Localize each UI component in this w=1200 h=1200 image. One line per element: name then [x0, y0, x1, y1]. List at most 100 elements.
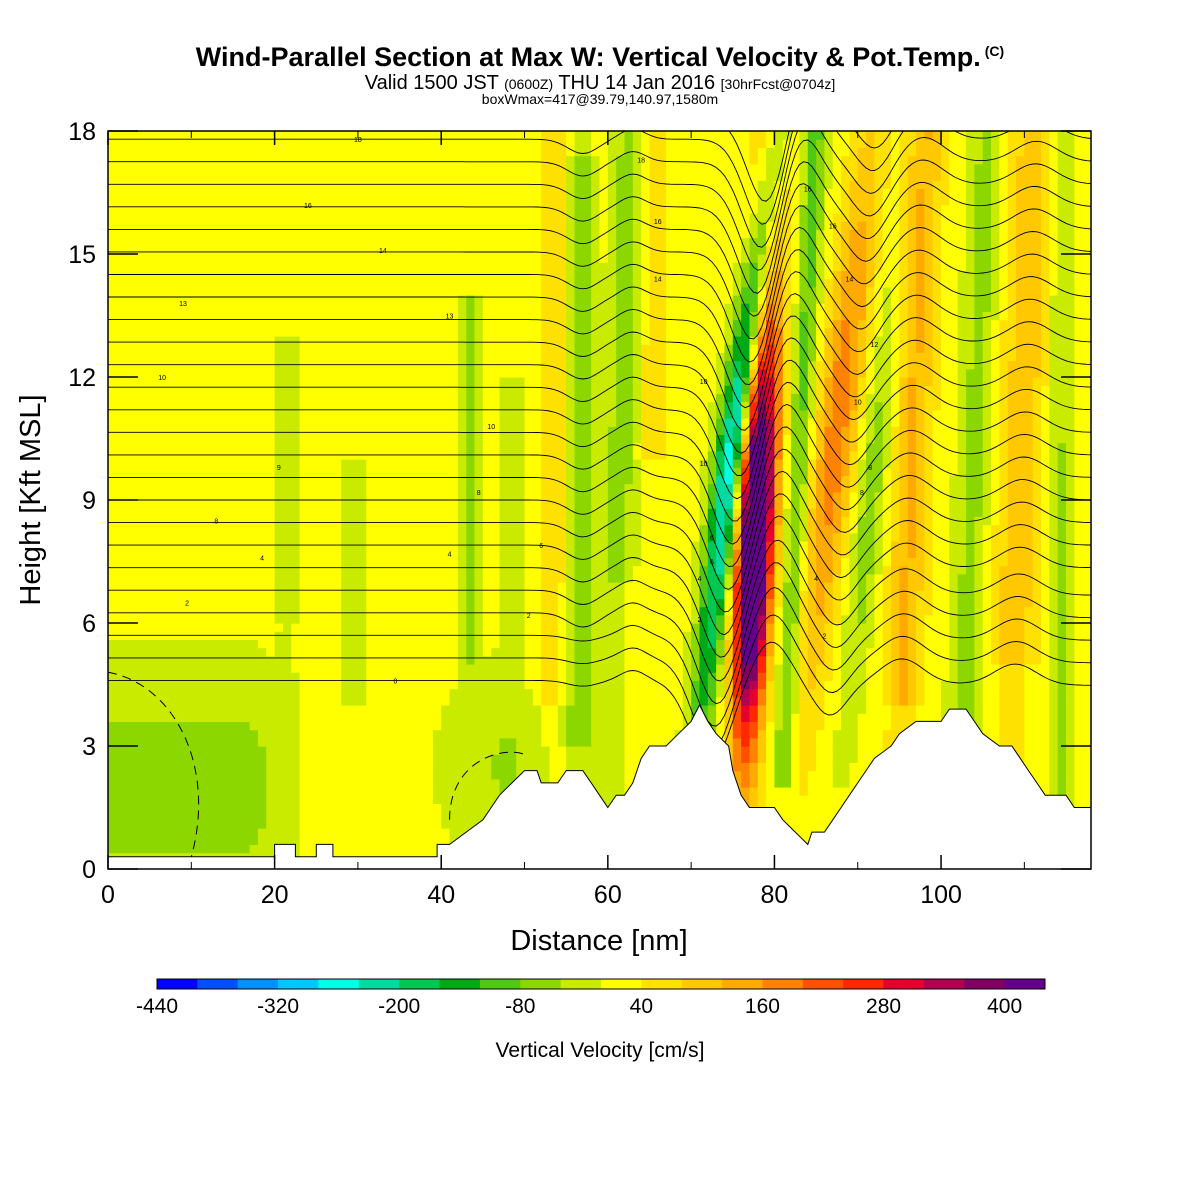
colorbar-tick-label: 160 — [745, 995, 780, 1018]
isentrope-line — [108, 539, 1091, 682]
contour-label: 10 — [854, 400, 862, 407]
colorbar-frame — [156, 978, 1046, 990]
valid-utc: (0600Z) — [504, 76, 554, 92]
isentrope-line — [108, 205, 1091, 340]
contour-label: 2 — [698, 617, 702, 624]
vertical-velocity-field — [108, 131, 1091, 869]
x-tick-label: 0 — [101, 881, 115, 909]
colorbar-swatch — [883, 979, 925, 989]
y-tick-label: 15 — [68, 241, 96, 269]
contour-label: 18 — [637, 158, 645, 165]
isentrope-line — [108, 226, 1091, 363]
x-tick-label: 40 — [427, 881, 455, 909]
isentrope-line — [108, 131, 1091, 248]
colorbar-swatch — [157, 979, 198, 989]
valid-prefix: Valid 1500 JST — [364, 72, 499, 94]
contour-label: 8 — [214, 519, 218, 526]
contour-label: 4 — [814, 576, 818, 583]
contour-label: 2 — [185, 601, 189, 608]
colorbar-swatch — [399, 979, 441, 989]
x-tick-label: 80 — [761, 881, 789, 909]
contour-label: 14 — [379, 248, 387, 255]
contour-label: 2 — [527, 613, 531, 620]
contour-label: 10 — [700, 379, 708, 386]
contour-label: 6 — [539, 543, 543, 550]
contour-label: 4 — [260, 555, 264, 562]
contour-label: 16 — [654, 219, 662, 226]
colorbar-swatch — [802, 979, 844, 989]
colorbar-label: Vertical Velocity [cm/s] — [496, 1039, 705, 1062]
contour-label: 2 — [822, 633, 826, 640]
contour-label: 8 — [860, 490, 864, 497]
contour-labels: 18 18 16 16 16 16 14 14 14 13 13 12 10 10 10 10 10 9 8 8 8 8 6… — [158, 137, 878, 685]
isentrope-line — [108, 470, 1091, 613]
isentrope-line — [108, 404, 1091, 545]
colorbar-tick-label: 280 — [866, 995, 901, 1018]
contour-label: 10 — [158, 375, 166, 382]
colorbar-swatch — [439, 979, 481, 989]
colorbar-tick-label: -80 — [505, 995, 535, 1018]
contour-label: 4 — [448, 551, 452, 558]
isentrope-line — [108, 614, 1091, 750]
colorbar-swatch — [197, 979, 239, 989]
isentrope-line — [108, 448, 1091, 590]
isentrope-line — [108, 139, 1091, 271]
isentrope-line — [108, 587, 1091, 727]
colorbar-swatch — [278, 979, 319, 989]
y-tick-label: 18 — [68, 118, 96, 146]
isentrope-line — [108, 359, 1091, 500]
colorbar-swatch — [681, 979, 723, 989]
contour-label: 13 — [179, 301, 187, 308]
contour-label: 8 — [477, 490, 481, 497]
forecast-info: [30hrFcst@0704z] — [720, 76, 836, 92]
colorbar-tick-label: -200 — [378, 995, 420, 1018]
contour-label: 8 — [868, 465, 872, 472]
colorbar-swatch — [601, 979, 642, 989]
contour-label: 14 — [654, 277, 662, 284]
contour-label: 6 — [710, 535, 714, 542]
colorbar-swatch — [843, 979, 885, 989]
y-axis-label: Height [Kft MSL] — [15, 394, 47, 605]
chart-title-tag: (C) — [984, 43, 1005, 59]
contour-label: 18 — [354, 137, 362, 144]
contour-label: 6 — [710, 560, 714, 567]
colorbar-swatch — [318, 979, 360, 989]
colorbar-tick-label: -320 — [257, 995, 299, 1018]
isentrope-line — [108, 426, 1091, 567]
x-tick-label: 20 — [261, 881, 289, 909]
isentrope-line — [108, 337, 1091, 476]
colorbar-swatch — [1004, 979, 1046, 989]
colorbar: -440 -320 -200 -80 40 160 280 400 — [136, 978, 1046, 1018]
potential-temperature-contours — [108, 131, 1091, 857]
contour-label: 10 — [700, 461, 708, 468]
colorbar-swatch — [964, 979, 1006, 989]
isentrope-line — [108, 315, 1091, 454]
isentrope-line — [108, 161, 1091, 294]
colorbar-swatch — [358, 979, 400, 989]
contour-label: 14 — [846, 277, 854, 284]
contour-label: 12 — [871, 342, 879, 349]
x-axis-label: Distance [nm] — [510, 925, 687, 957]
isentrope-line — [108, 515, 1091, 658]
chart-title-main: Wind-Parallel Section at Max W: Vertical… — [195, 42, 981, 72]
contour-label: 16 — [804, 186, 812, 193]
colorbar-swatch — [237, 979, 279, 989]
isentrope-line — [108, 562, 1091, 705]
isentrope-line — [108, 293, 1091, 431]
colorbar-swatch — [641, 979, 683, 989]
valid-date: THU 14 Jan 2016 — [558, 72, 716, 94]
contour-label: 16 — [829, 223, 837, 230]
contour-label: 4 — [698, 576, 702, 583]
terrain-mask — [107, 703, 1092, 870]
isentrope-line — [108, 493, 1091, 636]
dashed-contour — [449, 751, 525, 820]
contour-label: 10 — [487, 424, 495, 431]
contour-label: 16 — [304, 203, 312, 210]
y-tick-label: 9 — [82, 487, 96, 515]
x-tick-label: 60 — [594, 881, 622, 909]
colorbar-swatch — [722, 979, 763, 989]
y-tick-label: 0 — [82, 856, 96, 884]
isentrope-line — [108, 249, 1091, 386]
